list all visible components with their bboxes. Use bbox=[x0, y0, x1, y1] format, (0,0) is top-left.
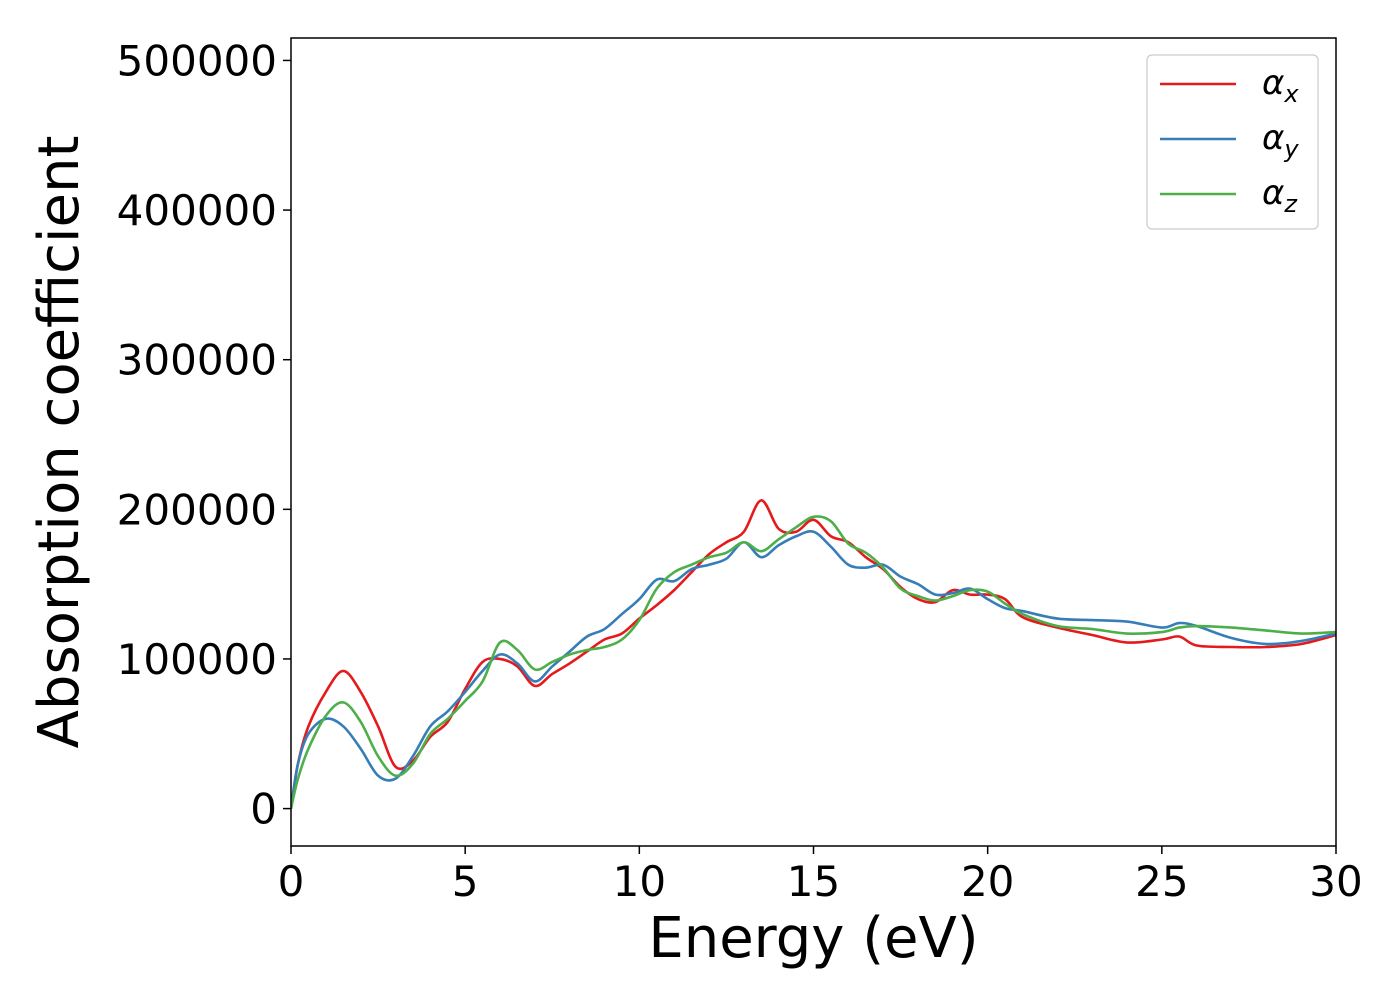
series-layer bbox=[291, 499, 1336, 809]
y-tick-label: 200000 bbox=[117, 485, 277, 534]
legend-label-z: αz bbox=[1262, 173, 1298, 218]
x-tick-label: 20 bbox=[961, 857, 1014, 906]
y-tick-label: 100000 bbox=[117, 635, 277, 684]
y-tick-label: 300000 bbox=[117, 336, 277, 385]
x-tick-label: 15 bbox=[787, 857, 840, 906]
y-tick-label: 500000 bbox=[117, 36, 277, 85]
series-line-z bbox=[291, 515, 1336, 809]
x-axis-title: Energy (eV) bbox=[648, 906, 978, 971]
x-tick-label: 5 bbox=[452, 857, 479, 906]
y-tick-label: 0 bbox=[250, 785, 277, 834]
legend-label-y: αy bbox=[1262, 118, 1299, 163]
y-axis-title: Absorption coefficient bbox=[27, 136, 92, 749]
y-axis: 0 100000 200000 300000 400000 500000 bbox=[117, 36, 291, 834]
x-tick-label: 10 bbox=[613, 857, 666, 906]
legend-label-x: αx bbox=[1262, 63, 1299, 108]
y-tick-label: 400000 bbox=[117, 186, 277, 235]
legend-box bbox=[1146, 54, 1319, 230]
x-axis: 0 5 10 15 20 25 30 bbox=[278, 846, 1363, 906]
series-line-y bbox=[291, 530, 1336, 809]
series-line-x bbox=[291, 499, 1336, 809]
legend: αx αy αz bbox=[1146, 54, 1319, 230]
x-tick-label: 25 bbox=[1135, 857, 1188, 906]
x-tick-label: 0 bbox=[278, 857, 305, 906]
x-tick-label: 30 bbox=[1309, 857, 1362, 906]
